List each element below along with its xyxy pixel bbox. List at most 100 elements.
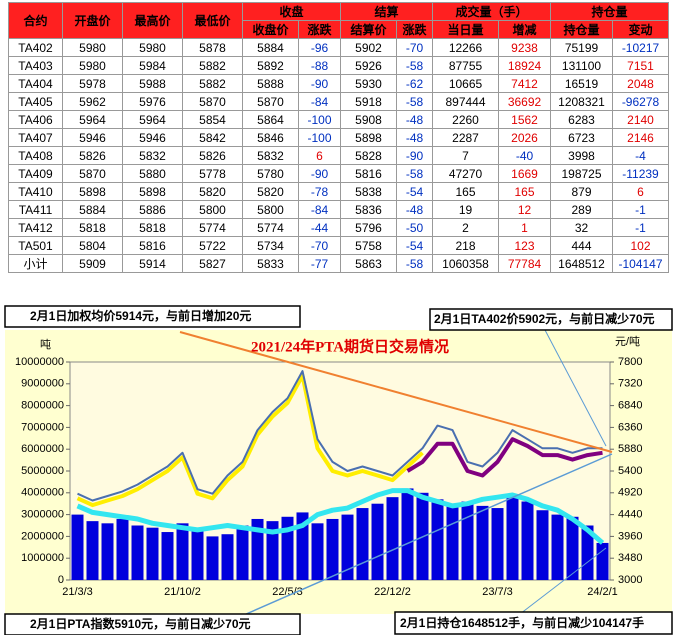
table-cell: -100 xyxy=(298,128,341,147)
bar xyxy=(176,523,189,580)
annotation-box xyxy=(429,308,673,331)
bar xyxy=(71,514,84,580)
y-tick-label: 8000000 xyxy=(21,400,64,412)
x-tick-label: 23/7/3 xyxy=(482,586,513,598)
column-subheader: 结算价 xyxy=(340,20,397,39)
y-tick-label: 1000000 xyxy=(21,552,64,564)
bar xyxy=(401,488,414,580)
bar xyxy=(536,510,549,580)
trend-line xyxy=(179,331,613,453)
bar xyxy=(161,532,174,580)
table-cell: 5980 xyxy=(122,38,183,57)
table-cell: 5863 xyxy=(340,254,397,273)
table-cell: 5780 xyxy=(242,164,299,183)
annotation-box xyxy=(4,305,301,328)
table-cell: 5758 xyxy=(340,236,397,255)
table-cell: 5820 xyxy=(182,182,243,201)
table-cell: 5854 xyxy=(182,110,243,129)
bar xyxy=(341,514,354,580)
table-cell: 75199 xyxy=(550,38,613,57)
table-cell: 1208321 xyxy=(550,92,613,111)
table-cell: 5882 xyxy=(182,74,243,93)
bar xyxy=(596,542,609,580)
table-cell: TA501 xyxy=(8,236,63,255)
column-header: 收盘 xyxy=(242,2,341,21)
y2-tick-label: 7800 xyxy=(618,356,642,368)
bar xyxy=(266,521,279,580)
table-cell: TA402 xyxy=(8,38,63,57)
table-row: TA402 5980 5980 5878 5884 -96 5902 -70 12266 9238… xyxy=(8,38,669,57)
table-cell: 5864 xyxy=(242,110,299,129)
table-cell: 1060358 xyxy=(432,254,499,273)
table-cell: TA408 xyxy=(8,146,63,165)
y2-tick-label: 5400 xyxy=(618,465,642,477)
table-cell: -104147 xyxy=(612,254,669,273)
table-cell: 5846 xyxy=(242,128,299,147)
x-tick-label: 22/5/3 xyxy=(272,586,303,598)
x-tick-label: 21/10/2 xyxy=(164,586,201,598)
y-tick-label: 0 xyxy=(58,574,64,586)
x-tick-label: 22/12/2 xyxy=(374,586,411,598)
table-cell: 2140 xyxy=(612,110,669,129)
table-cell: 2026 xyxy=(498,128,551,147)
table-row: TA404 5978 5988 5882 5888 -90 5930 -62 10665 7412… xyxy=(8,74,669,93)
table-cell: 165 xyxy=(432,182,499,201)
table-cell: -90 xyxy=(396,146,433,165)
table-cell: 77784 xyxy=(498,254,551,273)
table-cell: 16519 xyxy=(550,74,613,93)
bar xyxy=(356,508,369,580)
x-tick-label: 21/3/3 xyxy=(62,586,93,598)
table-cell: 218 xyxy=(432,236,499,255)
bar xyxy=(221,534,234,580)
table-cell: 7412 xyxy=(498,74,551,93)
table-cell: 12266 xyxy=(432,38,499,57)
futures-table: 合约 开盘价 最高价 最低价 收盘 结算 成交量（手） 持仓量 收盘价 涨跌 结算价 涨跌 当日量 增减持… xyxy=(8,2,669,273)
line xyxy=(77,370,603,502)
table-cell: 5827 xyxy=(182,254,243,273)
y-tick-label: 6000000 xyxy=(21,443,64,455)
y-tick-label: 4000000 xyxy=(21,487,64,499)
table-cell: 5964 xyxy=(62,110,123,129)
table-cell: 5930 xyxy=(340,74,397,93)
bar xyxy=(86,521,99,580)
line xyxy=(76,373,424,508)
table-cell: -70 xyxy=(396,38,433,57)
line xyxy=(406,437,603,478)
table-cell: -11239 xyxy=(612,164,669,183)
table-row: TA501 5804 5816 5722 5734 -70 5758 -54 218 123 444… xyxy=(8,236,669,255)
y-axis-label: 吨 xyxy=(40,338,51,351)
table-cell: TA409 xyxy=(8,164,63,183)
y2-tick-label: 3480 xyxy=(618,552,642,564)
table-cell: 5962 xyxy=(62,92,123,111)
table-cell: 小计 xyxy=(8,254,63,273)
bar xyxy=(116,518,129,580)
bar xyxy=(581,525,594,580)
bar xyxy=(446,503,459,580)
table-row: TA409 5870 5880 5778 5780 -90 5816 -58 47270 1669… xyxy=(8,164,669,183)
column-subheader: 当日量 xyxy=(432,20,499,39)
annotation: 2月1日持仓1648512手，与前日减少104147手 xyxy=(400,615,644,630)
table-cell: 2287 xyxy=(432,128,499,147)
table-cell: 7151 xyxy=(612,56,669,75)
table-cell: -77 xyxy=(298,254,341,273)
table-cell: -10217 xyxy=(612,38,669,57)
bar xyxy=(251,518,264,580)
y-tick-label: 3000000 xyxy=(21,509,64,521)
table-cell: -100 xyxy=(298,110,341,129)
bar xyxy=(551,514,564,580)
table-cell: 5832 xyxy=(242,146,299,165)
table-row: TA407 5946 5946 5842 5846 -100 5898 -48 2287 2026… xyxy=(8,128,669,147)
y2-tick-label: 6360 xyxy=(618,421,642,433)
y-tick-label: 10000000 xyxy=(15,356,64,368)
bar xyxy=(206,536,219,580)
bar xyxy=(236,525,249,580)
y2-tick-label: 6840 xyxy=(618,400,642,412)
column-header: 成交量（手） xyxy=(432,2,551,21)
bar xyxy=(386,497,399,580)
chart-title: 2021/24年PTA期货日交易情况 xyxy=(251,337,449,355)
y2-tick-label: 4920 xyxy=(618,487,642,499)
table-cell: 5898 xyxy=(340,128,397,147)
bar xyxy=(431,499,444,580)
table-row: TA403 5980 5984 5882 5892 -88 5926 -58 87755 1892… xyxy=(8,56,669,75)
y2-tick-label: 5880 xyxy=(618,443,642,455)
